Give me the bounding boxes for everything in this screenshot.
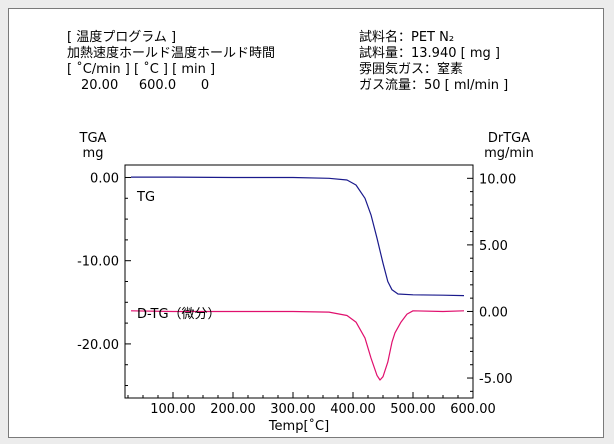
temp-program-values: 20.00 600.0 0: [81, 78, 210, 93]
x-axis-title: Temp[˚C]: [268, 418, 329, 434]
y-left-axis-title: TGA: [79, 131, 107, 146]
series-label-tg: TG: [136, 190, 155, 205]
temp-program-headers: 加熱速度ホールド温度ホールド時間: [67, 46, 276, 61]
chart-panel: [ 温度プログラム ] 加熱速度ホールド温度ホールド時間 [ ˚C/min ] …: [8, 8, 604, 438]
temp-program-units: [ ˚C/min ] [ ˚C ] [ min ]: [67, 62, 216, 77]
y-right-axis-title: DrTGA: [488, 131, 530, 146]
plot-frame: [124, 164, 474, 399]
atmosphere-gas: 雰囲気ガス：窒素: [359, 62, 464, 77]
y-right-tick-label: -5.00: [479, 372, 513, 387]
series-label-dtg: D-TG（微分）: [137, 307, 221, 322]
sample-amount: 試料量：13.940 [ mg ]: [359, 46, 500, 61]
x-tick-label: 400.00: [330, 402, 376, 417]
temp-program-title: [ 温度プログラム ]: [67, 30, 177, 45]
x-tick-label: 300.00: [270, 402, 316, 417]
y-right-tick-label: 5.00: [479, 239, 508, 254]
tga-chart: 100.00 200.00 300.00 400.00 500.00 600.00 0.00…: [77, 131, 534, 434]
y-left-tick-label: 0.00: [90, 171, 119, 186]
y-right-axis-unit: mg/min: [484, 146, 534, 161]
x-tick-label: 100.00: [150, 402, 196, 417]
x-tick-label: 600.00: [450, 402, 496, 417]
sample-name: 試料名：PET N₂: [359, 30, 455, 45]
y-left-tick-label: -20.00: [77, 338, 119, 353]
series-line-tg: [131, 176, 465, 297]
y-left-tick-label: -10.00: [77, 255, 119, 270]
x-tick-label: 200.00: [210, 402, 256, 417]
gas-flow-rate: ガス流量：50 [ ml/min ]: [359, 78, 509, 93]
y-right-tick-label: 0.00: [479, 305, 508, 320]
x-tick-label: 500.00: [390, 402, 436, 417]
y-left-axis-unit: mg: [83, 146, 104, 161]
y-right-tick-label: 10.00: [479, 172, 516, 187]
series-line-dtg: [130, 310, 465, 381]
